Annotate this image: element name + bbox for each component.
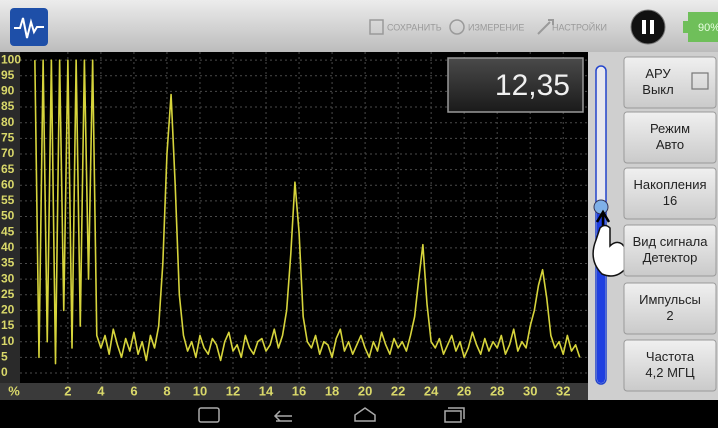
home-icon[interactable] <box>354 407 376 422</box>
side-button-bg <box>623 111 717 164</box>
x-tick-label: 8 <box>163 383 170 398</box>
y-tick-label: 10 <box>1 334 15 348</box>
battery <box>688 12 718 42</box>
x-tick-label: 26 <box>457 383 471 398</box>
screenshot-icon[interactable] <box>198 407 220 423</box>
gain-slider[interactable] <box>592 65 629 385</box>
x-tick-label: 4 <box>97 383 105 398</box>
side-button-value: Детектор <box>643 250 698 265</box>
side-button-value: 16 <box>663 193 677 208</box>
y-tick-label: 80 <box>1 115 15 129</box>
back-icon[interactable] <box>273 410 292 422</box>
battery-tip <box>683 21 688 33</box>
battery-label: 90% <box>698 22 718 34</box>
y-tick-label: 75 <box>1 131 15 145</box>
x-tick-label: 18 <box>325 383 339 398</box>
save-label: СОХРАНИТЬ <box>387 22 442 32</box>
x-tick-label: 2 <box>64 383 71 398</box>
x-tick-label: 32 <box>556 383 570 398</box>
y-tick-label: 30 <box>1 271 15 285</box>
save-button[interactable]: СОХРАНИТЬ <box>369 19 442 35</box>
x-tick-label: 16 <box>292 383 306 398</box>
x-tick-label: 30 <box>523 383 537 398</box>
checkbox[interactable] <box>691 72 709 90</box>
readout-value: 12,35 <box>495 69 570 102</box>
x-tick-label: 20 <box>358 383 372 398</box>
pause-bar <box>650 20 654 34</box>
side-button-label: Импульсы <box>639 292 701 307</box>
save-icon <box>369 19 384 35</box>
recents-icon[interactable] <box>444 407 465 423</box>
y-axis-panel <box>0 52 20 383</box>
settings-button[interactable]: НАСТРОЙКИ <box>537 19 607 35</box>
y-tick-label: 55 <box>1 193 15 207</box>
y-tick-label: 85 <box>1 99 15 113</box>
y-tick-label: 100 <box>1 52 21 66</box>
settings-icon <box>537 19 554 35</box>
y-tick-label: 35 <box>1 256 15 270</box>
pause-bar <box>642 20 646 34</box>
side-button-bg <box>623 282 717 335</box>
side-button-label: АРУ <box>645 66 671 81</box>
side-button-value: Авто <box>656 137 684 152</box>
x-tick-label: 22 <box>391 383 405 398</box>
y-tick-label: 40 <box>1 240 15 254</box>
plot: 0510152025303540455055606570758085909510… <box>1 52 588 398</box>
x-tick-label: 6 <box>130 383 137 398</box>
side-button-value: 2 <box>666 308 673 323</box>
y-tick-label: 0 <box>1 365 8 379</box>
x-tick-label: 24 <box>424 383 439 398</box>
side-button-label: Режим <box>650 121 690 136</box>
y-tick-label: 20 <box>1 303 15 317</box>
y-tick-label: 95 <box>1 68 15 82</box>
measure-icon <box>449 19 465 35</box>
measure-button[interactable]: ИЗМЕРЕНИЕ <box>449 19 524 35</box>
y-tick-label: 50 <box>1 209 15 223</box>
side-button-label: Вид сигнала <box>633 234 709 249</box>
settings-label: НАСТРОЙКИ <box>552 21 607 32</box>
measure-label: ИЗМЕРЕНИЕ <box>468 22 524 32</box>
side-button-value: Выкл <box>642 82 673 97</box>
x-tick-label: 10 <box>193 383 207 398</box>
y-tick-label: 25 <box>1 287 15 301</box>
y-tick-label: 5 <box>1 350 8 364</box>
y-axis-title: % <box>8 383 20 398</box>
side-button-label: Накопления <box>633 177 706 192</box>
slider-thumb <box>593 199 609 215</box>
side-button-bg <box>623 56 717 109</box>
side-button-bg <box>623 339 717 392</box>
y-tick-label: 15 <box>1 318 15 332</box>
side-button-bg <box>623 167 717 220</box>
readout-box <box>447 57 584 113</box>
nav-bar <box>0 400 718 428</box>
y-tick-label: 70 <box>1 146 15 160</box>
x-axis-panel <box>0 383 588 400</box>
pause-button[interactable] <box>630 9 666 45</box>
x-tick-label: 12 <box>226 383 240 398</box>
x-tick-label: 14 <box>259 383 274 398</box>
x-tick-label: 28 <box>490 383 504 398</box>
side-button-bg <box>623 224 717 277</box>
side-button-label: Частота <box>646 349 695 364</box>
pause-circle <box>630 9 666 45</box>
y-tick-label: 45 <box>1 224 15 238</box>
side-button-value: 4,2 МГЦ <box>645 365 695 380</box>
top-bar <box>0 0 718 52</box>
y-tick-label: 65 <box>1 162 15 176</box>
y-tick-label: 90 <box>1 84 15 98</box>
y-tick-label: 60 <box>1 177 15 191</box>
signal-trace <box>34 59 581 365</box>
app-icon-wave <box>14 17 44 39</box>
